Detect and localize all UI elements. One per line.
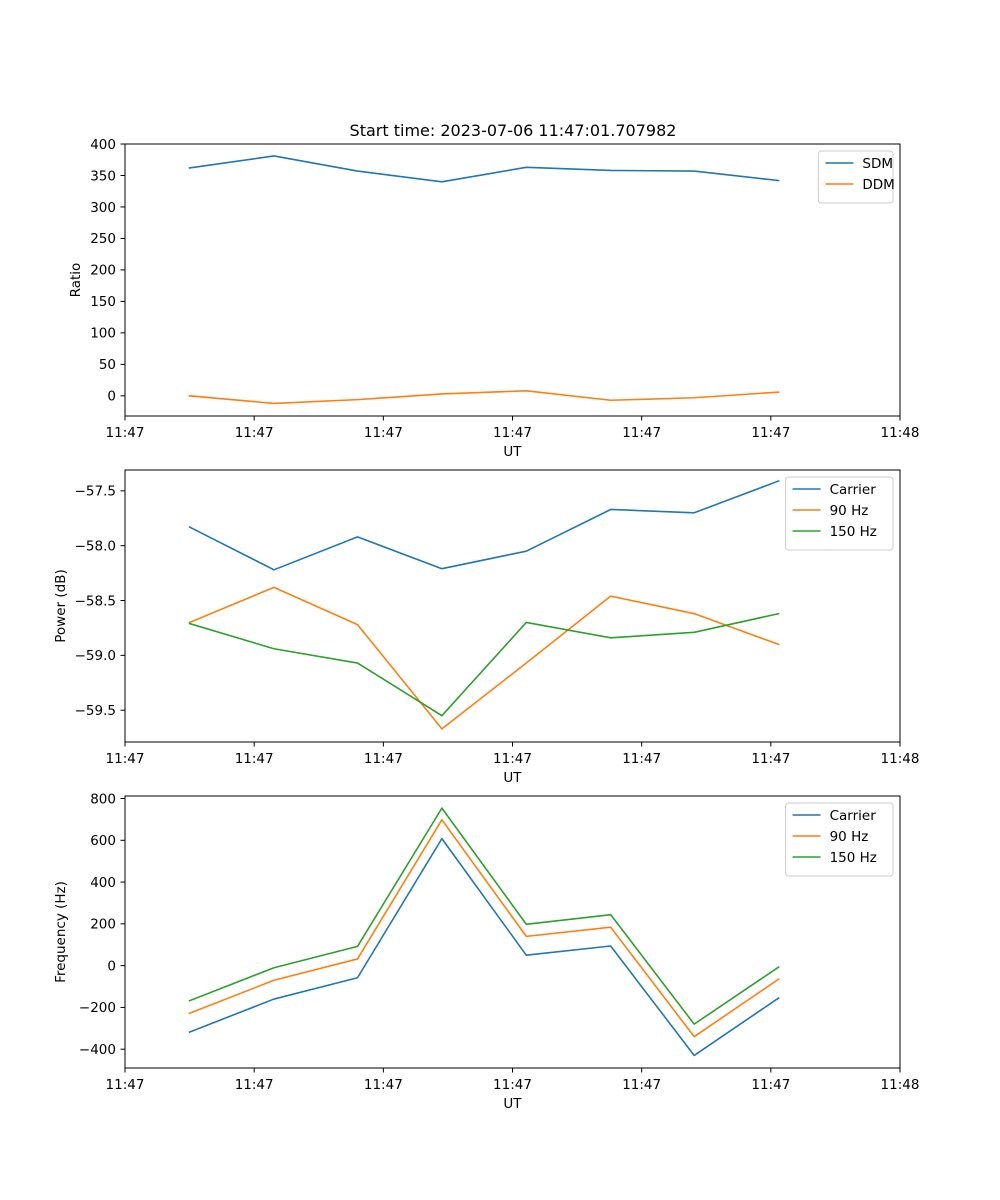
chart-3-y-tick-label: −200: [79, 1000, 116, 1016]
chart-1-y-tick-label: 100: [90, 326, 116, 342]
chart-1-x-tick-label: 11:47: [235, 425, 274, 441]
chart-1-x-tick-label: 11:48: [881, 425, 920, 441]
chart-2-series-90-hz: [188, 586, 780, 730]
chart-3-legend-label: 150 Hz: [830, 850, 877, 866]
chart-3-legend: Carrier 90 Hz 150 Hz: [785, 802, 894, 877]
chart-3-series-150-hz: [188, 807, 780, 1025]
chart-2-series-150-hz: [188, 612, 780, 717]
chart-2-x-axis-label: UT: [503, 770, 522, 786]
chart-2-x-tick-label: 11:47: [235, 751, 274, 767]
chart-2-x-tick-label: 11:47: [106, 751, 145, 767]
chart-1-y-tick-label: 0: [107, 389, 116, 405]
chart-1-y-tick-label: 250: [90, 231, 116, 247]
chart-1-x-tick-label: 11:47: [106, 425, 145, 441]
chart-3-legend-label: Carrier: [830, 808, 877, 824]
chart-3-y-tick-label: 400: [90, 875, 116, 891]
chart-1-x-tick-label: 11:47: [364, 425, 403, 441]
chart-1: 11:47 11:47 11:47 11:47 11:47 11:47 11:48 0 50 10…: [68, 137, 919, 460]
chart-1-y-tick-label: 300: [90, 200, 116, 216]
chart-3-legend-label: 90 Hz: [830, 829, 869, 845]
chart-3-x-tick-label: 11:47: [106, 1077, 145, 1093]
chart-3: 11:47 11:47 11:47 11:47 11:47 11:47 11:48 800 60…: [53, 791, 919, 1112]
chart-1-y-tick-label: 50: [99, 357, 116, 373]
figure-title: Start time: 2023-07-06 11:47:01.707982: [350, 121, 677, 140]
chart-2-y-tick-label: −59.0: [75, 648, 116, 664]
chart-2-x-tick-label: 11:47: [751, 751, 790, 767]
chart-1-x-tick-label: 11:47: [622, 425, 661, 441]
chart-1-legend-label: DDM: [862, 177, 894, 193]
chart-1-x-tick-label: 11:47: [751, 425, 790, 441]
chart-3-y-tick-label: 800: [90, 791, 116, 807]
chart-1-x-tick-label: 11:47: [493, 425, 532, 441]
chart-2-x-tick-label: 11:47: [493, 751, 532, 767]
chart-3-x-tick-label: 11:47: [751, 1077, 790, 1093]
chart-3-series-90-hz: [188, 819, 780, 1038]
chart-1-y-tick-label: 200: [90, 263, 116, 279]
chart-2-legend: Carrier 90 Hz 150 Hz: [785, 476, 894, 551]
chart-3-x-tick-label: 11:47: [622, 1077, 661, 1093]
chart-2-y-tick-label: −57.5: [75, 484, 116, 500]
chart-1-legend: SDM DDM: [817, 150, 895, 204]
chart-2-y-tick-label: −58.5: [75, 593, 116, 609]
chart-2-series-carrier: [188, 479, 780, 571]
chart-2-y-axis-label: Power (dB): [53, 569, 69, 642]
chart-2-legend-label: Carrier: [830, 482, 877, 498]
charts-container: 11:47 11:47 11:47 11:47 11:47 11:47 11:48 0 50 10…: [53, 137, 919, 1112]
chart-1-x-axis-label: UT: [503, 444, 522, 460]
chart-2-x-tick-label: 11:48: [881, 751, 920, 767]
chart-3-y-axis-label: Frequency (Hz): [53, 881, 69, 983]
chart-3-x-axis-label: UT: [503, 1096, 522, 1112]
chart-2-legend-label: 90 Hz: [830, 503, 869, 519]
chart-1-legend-box: [817, 150, 894, 204]
chart-1-y-tick-label: 350: [90, 168, 116, 184]
chart-1-y-tick-label: 400: [90, 137, 116, 153]
chart-3-x-tick-label: 11:47: [235, 1077, 274, 1093]
chart-1-series-sdm: [188, 155, 780, 183]
chart-3-series-carrier: [188, 837, 780, 1057]
chart-3-y-tick-label: 0: [107, 958, 116, 974]
chart-3-x-tick-label: 11:47: [493, 1077, 532, 1093]
chart-2-y-tick-label: −58.0: [75, 538, 116, 554]
chart-2-x-tick-label: 11:47: [364, 751, 403, 767]
chart-3-y-tick-label: 600: [90, 833, 116, 849]
chart-2: 11:47 11:47 11:47 11:47 11:47 11:47 11:48 −57.5…: [53, 469, 920, 786]
chart-3-y-tick-label: 200: [90, 917, 116, 933]
chart-3-y-tick-label: −400: [79, 1042, 116, 1058]
chart-1-series-ddm: [188, 390, 780, 405]
chart-1-y-axis-label: Ratio: [68, 263, 84, 298]
chart-1-legend-label: SDM: [862, 156, 893, 172]
chart-1-y-tick-label: 150: [90, 294, 116, 310]
chart-2-x-tick-label: 11:47: [622, 751, 661, 767]
chart-2-y-tick-label: −59.5: [75, 703, 116, 719]
chart-3-x-tick-label: 11:48: [881, 1077, 920, 1093]
chart-3-x-tick-label: 11:47: [364, 1077, 403, 1093]
chart-2-legend-label: 150 Hz: [830, 524, 877, 540]
